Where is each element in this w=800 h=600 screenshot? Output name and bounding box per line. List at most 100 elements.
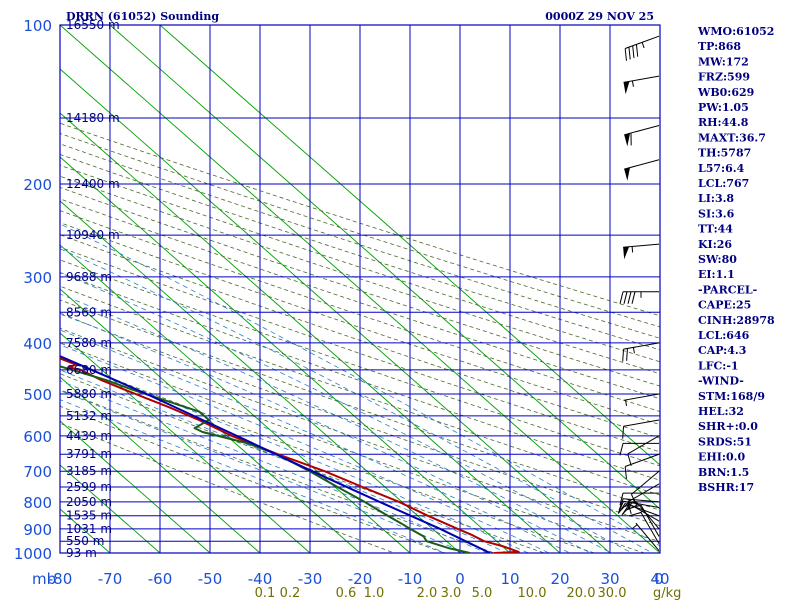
pressure-tick-label: 600: [23, 428, 52, 446]
wind-barb-half: [631, 246, 634, 253]
wind-barb-full: [624, 48, 627, 61]
moist-adiabat-line: [60, 344, 551, 553]
index-value: WB0:629: [697, 86, 754, 99]
wind-barb-full: [635, 44, 639, 57]
index-value: WMO:61052: [697, 25, 774, 38]
dry-adiabat-line: [60, 122, 660, 317]
wind-barb-half: [638, 509, 645, 514]
wind-barb: [617, 502, 660, 517]
wind-barb: [627, 435, 660, 466]
pressure-tick-label: 100: [23, 17, 52, 35]
temperature-tick-label: 10: [500, 570, 519, 588]
mixing-ratio-label: 2.0: [417, 586, 438, 600]
moist-adiabat-line: [60, 271, 633, 553]
index-value: CAPE:25: [698, 299, 751, 312]
wind-barb-full: [618, 498, 624, 511]
index-value: LCL:767: [698, 177, 749, 190]
wind-barb-staff: [640, 512, 660, 544]
wind-barb-half: [632, 347, 635, 354]
wind-barb-full: [623, 291, 628, 304]
wind-barb: [632, 522, 660, 552]
wind-barb-full: [622, 426, 625, 439]
dry-adiabat-line: [60, 133, 660, 328]
mixing-ratio-label: 0.6: [336, 586, 357, 600]
wind-barb-staff: [635, 522, 660, 552]
index-value: RH:44.8: [698, 116, 749, 129]
height-label: 5880 m: [66, 387, 112, 401]
moist-adiabat-line: [60, 293, 613, 553]
chart-timestamp: 0000Z 29 NOV 25: [545, 10, 654, 23]
index-value: HEL:32: [698, 405, 744, 418]
wind-barb-full: [628, 47, 631, 60]
mixing-ratio-label: 20.0: [567, 586, 596, 600]
index-value: LI:3.8: [698, 192, 734, 205]
temperature-tick-label: -20: [348, 570, 373, 588]
index-value: PW:1.05: [698, 101, 749, 114]
dry-adiabat-line: [60, 422, 396, 553]
wind-barb-full: [619, 443, 624, 456]
mixing-ratio-label: 1.0: [364, 586, 385, 600]
wind-barb-staff: [635, 500, 660, 530]
wind-barb-full: [630, 494, 638, 506]
height-label: 14180 m: [66, 111, 120, 125]
height-label: 8569 m: [66, 305, 112, 319]
temperature-tick-label: 30: [600, 570, 619, 588]
mixing-ratio-label: 0.2: [280, 586, 301, 600]
temperature-tick-label: 40: [650, 570, 669, 588]
temperature-tick-label: 0: [455, 570, 465, 588]
chart-title: DRRN (61052) Sounding: [66, 10, 219, 23]
profile-lines: [60, 355, 520, 553]
index-value: LFC:-1: [698, 359, 739, 372]
dry-adiabat-line: [60, 234, 660, 439]
index-value: EHI:0.0: [698, 451, 745, 464]
index-value: LCL:646: [698, 329, 750, 342]
index-value: FRZ:599: [698, 71, 750, 84]
wind-barb: [630, 470, 660, 506]
temperature-tick-label: -10: [398, 570, 423, 588]
wind-barb-full: [619, 291, 624, 304]
pressure-tick-label: 300: [23, 269, 52, 287]
dry-adiabat-line: [60, 186, 660, 387]
index-value: CAP:4.3: [698, 344, 746, 357]
wind-barb: [619, 291, 659, 304]
wind-barb-full: [617, 503, 626, 514]
index-value: BRN:1.5: [698, 466, 749, 479]
dry-adiabat-line: [60, 143, 660, 339]
index-value: CINH:28978: [698, 314, 775, 327]
temperature-tick-label: -80: [48, 570, 73, 588]
temperature-tick-label: -50: [198, 570, 223, 588]
moist-adiabat-line: [60, 329, 571, 553]
wind-barb: [622, 342, 660, 362]
height-label: 4439 m: [66, 429, 112, 443]
mixing-ratio-unit-label: g/kg: [653, 586, 681, 600]
height-label: 550 m: [66, 534, 104, 548]
index-value: EI:1.1: [698, 268, 735, 281]
mixing-ratio-label: 30.0: [598, 586, 627, 600]
mixing-ratio-label: 10.0: [518, 586, 547, 600]
wind-barb-full: [622, 349, 625, 362]
wind-barb: [622, 419, 660, 439]
indices-panel: WMO:61052 TP:868 MW:172 FRZ:599 WB0:629 PW:1.…: [697, 25, 775, 494]
wind-barb: [624, 35, 660, 61]
wind-barb-half: [632, 524, 638, 529]
wind-barb: [623, 75, 660, 95]
height-label: 6680 m: [66, 363, 112, 377]
height-label: 10940 m: [66, 228, 120, 242]
index-value: TT:44: [698, 223, 733, 236]
wind-barb: [619, 492, 659, 506]
wind-barb-half: [631, 80, 634, 87]
wind-barb-half: [625, 399, 628, 406]
height-label: 1535 m: [66, 509, 112, 523]
parcel-line: [60, 355, 491, 553]
index-value: L57:6.4: [698, 162, 745, 175]
mixing-ratio-label: 0.1: [255, 586, 276, 600]
moist-adiabat-line: [60, 399, 447, 553]
height-label: 93 m: [66, 546, 97, 560]
pressure-tick-label: 800: [23, 494, 52, 512]
height-label: 2599 m: [66, 480, 112, 494]
pressure-tick-label: 400: [23, 335, 52, 353]
wind-barb-staff: [631, 470, 660, 495]
dry-adiabat-line: [60, 405, 446, 553]
temperature-tick-label: -60: [148, 570, 173, 588]
